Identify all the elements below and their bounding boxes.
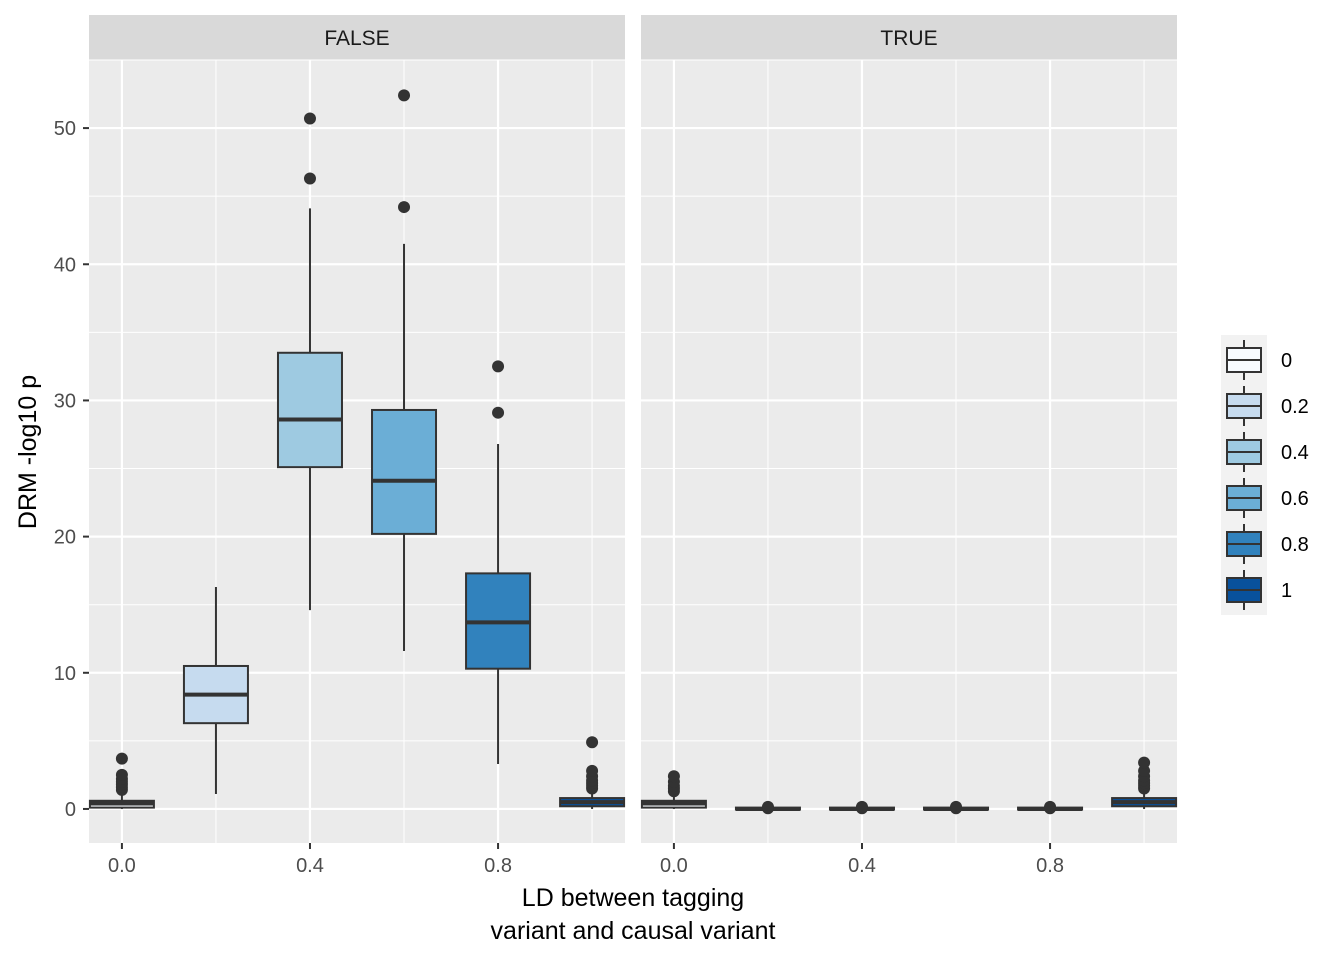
legend-key-background: [1221, 335, 1267, 615]
x-tick-label: 0.4: [296, 855, 324, 877]
legend-label: 1: [1281, 580, 1292, 602]
y-tick-label: 20: [54, 527, 76, 549]
facet-strip-label: FALSE: [324, 27, 389, 50]
legend-entry-1: 1: [1226, 570, 1292, 610]
outlier-point: [398, 89, 411, 102]
x-axis: 0.0 0.4 0.8 0.0 0.4 0.8: [108, 843, 1064, 877]
box-ld-0-6: [371, 89, 438, 651]
box-ld-0-6: [923, 800, 990, 815]
legend-label: 0.6: [1281, 488, 1309, 510]
box-ld-1: [559, 736, 626, 809]
outlier-point: [492, 360, 505, 373]
box-ld-0-4: [828, 800, 895, 815]
y-axis-title: DRM -log10 p: [14, 375, 42, 529]
y-tick-label: 40: [54, 254, 76, 276]
outlier-point: [303, 112, 316, 125]
box-ld-1: [1111, 756, 1178, 809]
facet-strip: [89, 15, 625, 60]
legend-label: 0: [1281, 350, 1292, 372]
x-tick-label: 0.8: [1036, 855, 1064, 877]
legend-label: 0.4: [1281, 442, 1309, 464]
box-ld-0-8: [465, 360, 532, 765]
outlier-point: [667, 770, 680, 783]
outlier-point: [586, 736, 599, 749]
outlier-point: [492, 406, 505, 419]
outlier-point: [1138, 756, 1151, 769]
outlier-point: [398, 201, 411, 214]
outlier-point: [586, 764, 599, 777]
box-ld-0-2: [734, 800, 801, 815]
panel-background: [89, 60, 625, 843]
outlier-point: [855, 800, 868, 813]
outlier-point: [1044, 800, 1057, 813]
outlier-point: [115, 752, 128, 765]
box-ld-0: [640, 770, 707, 809]
y-tick-label: 0: [65, 799, 76, 821]
box-body: [276, 351, 343, 469]
legend-entry-0-2: 0.2: [1226, 386, 1309, 426]
x-axis-title-line-2: variant and causal variant: [491, 917, 776, 945]
box-ld-0-2: [182, 586, 249, 794]
x-tick-label: 0.8: [484, 855, 512, 877]
legend-entry-0-8: 0.8: [1226, 524, 1309, 564]
legend-label: 0.2: [1281, 396, 1309, 418]
panel-background: [641, 60, 1177, 843]
box-ld-0: [88, 752, 155, 809]
panel-true: TRUE: [640, 15, 1178, 843]
y-axis: 0 10 20 30 40 50: [54, 118, 89, 821]
outlier-point: [950, 800, 963, 813]
x-tick-label: 0.0: [660, 855, 688, 877]
facet-strip: [641, 15, 1177, 60]
y-tick-label: 10: [54, 663, 76, 685]
box-ld-0-8: [1017, 800, 1084, 815]
legend-entry-0: 0: [1226, 340, 1292, 380]
box-ld-0-4: [276, 112, 343, 611]
legend-label: 0.8: [1281, 534, 1309, 556]
facet-strip-label: TRUE: [880, 27, 937, 50]
legend-entry-0-6: 0.6: [1226, 478, 1309, 518]
y-tick-label: 30: [54, 390, 76, 412]
x-axis-title-line-1: LD between tagging: [522, 884, 744, 912]
facet-panels: FALSE TRUE: [88, 15, 1178, 843]
y-tick-label: 50: [54, 118, 76, 140]
legend-entry-0-4: 0.4: [1226, 432, 1309, 472]
outlier-point: [303, 172, 316, 185]
outlier-point: [761, 800, 774, 813]
box-body: [371, 408, 438, 535]
outlier-point: [115, 768, 128, 781]
x-tick-label: 0.0: [108, 855, 136, 877]
x-tick-label: 0.4: [848, 855, 876, 877]
panel-false: FALSE: [88, 15, 626, 843]
legend: 0 0.2 0.4 0.6 0.8 1: [1221, 335, 1309, 615]
